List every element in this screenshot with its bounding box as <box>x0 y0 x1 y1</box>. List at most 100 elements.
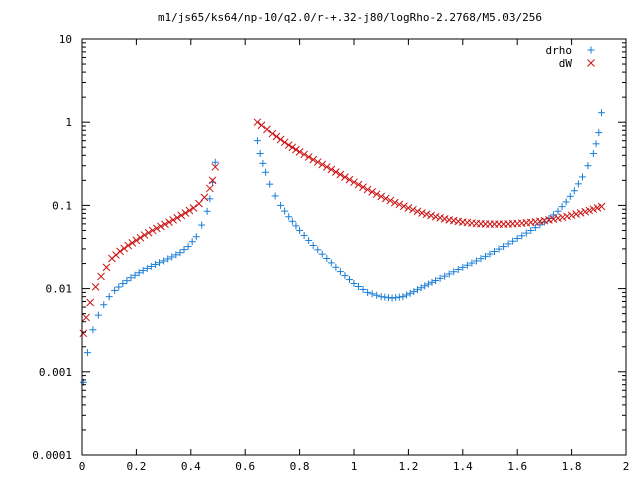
data-point <box>422 210 431 219</box>
data-point <box>284 141 293 149</box>
data-point <box>172 251 180 259</box>
data-point <box>200 193 209 202</box>
data-point <box>436 274 444 282</box>
data-point <box>105 293 113 301</box>
data-point <box>259 159 267 167</box>
data-point <box>285 213 293 221</box>
data-point <box>327 165 336 174</box>
data-point <box>427 211 435 220</box>
data-point <box>188 238 196 246</box>
data-point <box>513 235 521 243</box>
data-point <box>164 255 172 263</box>
y-tick-label: 0.001 <box>39 366 72 379</box>
data-point <box>424 280 432 288</box>
data-point <box>253 118 262 127</box>
series-dW <box>79 118 606 338</box>
legend-marker <box>587 59 595 67</box>
data-point <box>598 109 606 117</box>
data-point <box>184 243 192 251</box>
data-point <box>486 250 494 258</box>
data-point <box>169 216 177 224</box>
data-point <box>192 233 200 241</box>
data-point <box>305 236 313 244</box>
data-point <box>180 246 188 254</box>
data-point <box>253 137 261 145</box>
data-point <box>143 264 151 272</box>
data-point <box>504 240 512 248</box>
data-point <box>472 257 480 265</box>
data-point <box>481 252 489 260</box>
data-point <box>116 247 124 256</box>
data-point <box>403 291 411 299</box>
data-point <box>111 286 119 294</box>
data-point <box>418 209 426 217</box>
data-point <box>450 268 458 276</box>
x-tick-label: 2 <box>623 460 630 473</box>
data-point <box>549 211 557 219</box>
data-point <box>327 259 335 267</box>
x-tick-label: 0.6 <box>235 460 255 473</box>
data-point <box>570 187 578 195</box>
data-point <box>562 198 570 206</box>
data-point <box>120 244 129 253</box>
x-tick-label: 0.4 <box>181 460 201 473</box>
data-point <box>558 213 567 222</box>
data-point <box>404 204 413 212</box>
data-point <box>584 162 592 170</box>
x-tick-label: 0 <box>79 460 86 473</box>
data-point <box>148 226 157 235</box>
x-tick-label: 1 <box>351 460 358 473</box>
data-point <box>79 329 88 338</box>
data-point <box>82 313 90 322</box>
data-point <box>477 255 485 263</box>
data-point <box>198 221 206 229</box>
data-point <box>318 160 327 169</box>
data-point <box>440 214 449 223</box>
data-point <box>181 209 190 217</box>
data-point <box>563 212 571 221</box>
data-point <box>597 202 606 211</box>
x-tick-label: 0.2 <box>126 460 146 473</box>
data-point <box>368 188 376 196</box>
data-point <box>574 180 582 188</box>
data-point <box>205 184 214 193</box>
data-point <box>86 298 95 307</box>
y-tick-label: 1 <box>65 116 72 129</box>
data-point <box>161 220 169 229</box>
data-point <box>531 224 539 232</box>
data-point <box>268 129 277 138</box>
data-point <box>83 349 91 357</box>
data-point <box>410 288 418 296</box>
data-point <box>576 209 585 217</box>
data-point <box>263 125 271 134</box>
data-point <box>89 326 97 334</box>
data-point <box>572 210 580 218</box>
data-point <box>341 173 349 181</box>
data-point <box>592 140 600 148</box>
data-point <box>322 163 331 171</box>
data-point <box>332 168 340 176</box>
plot-marks <box>79 109 606 386</box>
data-point <box>211 163 220 171</box>
data-point <box>288 217 296 225</box>
data-point <box>123 277 131 285</box>
data-point <box>124 241 133 250</box>
x-tick-label: 1.2 <box>398 460 418 473</box>
data-point <box>363 185 372 194</box>
data-point <box>140 231 149 239</box>
data-point <box>314 246 322 254</box>
data-point <box>318 250 326 258</box>
data-point <box>173 213 182 222</box>
data-point <box>436 213 444 222</box>
data-point <box>495 245 503 253</box>
data-point <box>350 178 358 187</box>
data-point <box>332 263 340 271</box>
data-point <box>276 135 285 144</box>
y-tick-label: 0.0001 <box>32 449 72 462</box>
data-point <box>128 239 137 247</box>
data-point <box>127 274 135 282</box>
data-point <box>441 272 449 280</box>
data-point <box>354 180 363 189</box>
